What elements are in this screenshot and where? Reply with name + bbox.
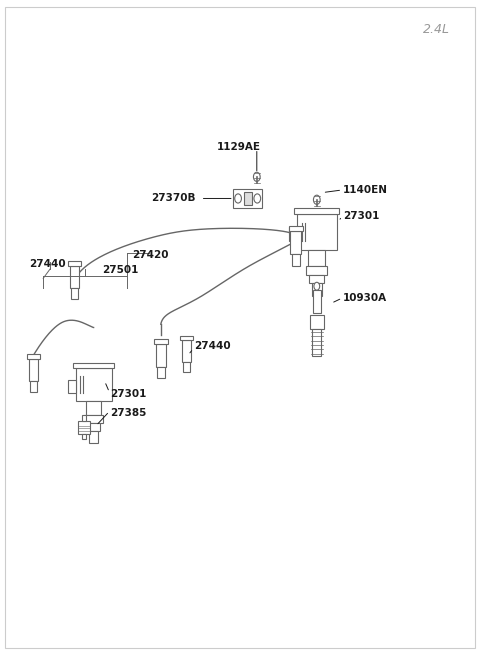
Bar: [157, 367, 165, 379]
Bar: [297, 214, 336, 250]
Bar: [289, 227, 297, 241]
Bar: [68, 261, 81, 266]
Bar: [69, 379, 76, 392]
Bar: [71, 288, 78, 299]
Bar: [82, 434, 86, 439]
Circle shape: [254, 194, 261, 203]
Bar: [310, 315, 324, 329]
Text: 10930A: 10930A: [343, 293, 387, 303]
Bar: [312, 329, 321, 356]
Bar: [89, 431, 98, 443]
Text: 1140EN: 1140EN: [343, 185, 388, 195]
Bar: [27, 354, 40, 359]
Bar: [180, 336, 192, 340]
Bar: [87, 423, 100, 431]
Bar: [73, 363, 114, 368]
Bar: [156, 344, 166, 367]
Bar: [82, 415, 86, 421]
Bar: [75, 368, 111, 401]
Text: 27440: 27440: [194, 341, 231, 351]
Text: 2.4L: 2.4L: [423, 23, 450, 36]
Bar: [181, 340, 191, 362]
Bar: [154, 339, 168, 344]
Text: 27385: 27385: [110, 407, 147, 418]
Circle shape: [314, 282, 320, 290]
Circle shape: [253, 172, 260, 181]
Text: 27420: 27420: [132, 250, 168, 261]
Bar: [86, 401, 101, 415]
Bar: [84, 415, 103, 423]
Bar: [244, 192, 252, 205]
Bar: [289, 226, 302, 231]
Bar: [313, 290, 321, 313]
Bar: [29, 359, 38, 381]
Circle shape: [235, 194, 241, 203]
Circle shape: [313, 195, 320, 204]
Text: 27501: 27501: [102, 265, 139, 275]
Text: 27440: 27440: [29, 259, 65, 269]
Text: 27370B: 27370B: [151, 193, 196, 204]
Bar: [233, 189, 262, 208]
Text: 1129AE: 1129AE: [216, 141, 261, 152]
Bar: [290, 231, 301, 254]
Bar: [78, 421, 90, 434]
Bar: [310, 274, 324, 284]
Bar: [294, 208, 339, 214]
Bar: [292, 254, 300, 266]
Bar: [306, 266, 327, 274]
Bar: [70, 266, 79, 288]
Bar: [312, 284, 322, 296]
Bar: [308, 250, 325, 266]
Text: 27301: 27301: [110, 389, 147, 400]
Text: 27301: 27301: [343, 211, 380, 221]
Bar: [183, 362, 190, 372]
Bar: [30, 381, 37, 392]
